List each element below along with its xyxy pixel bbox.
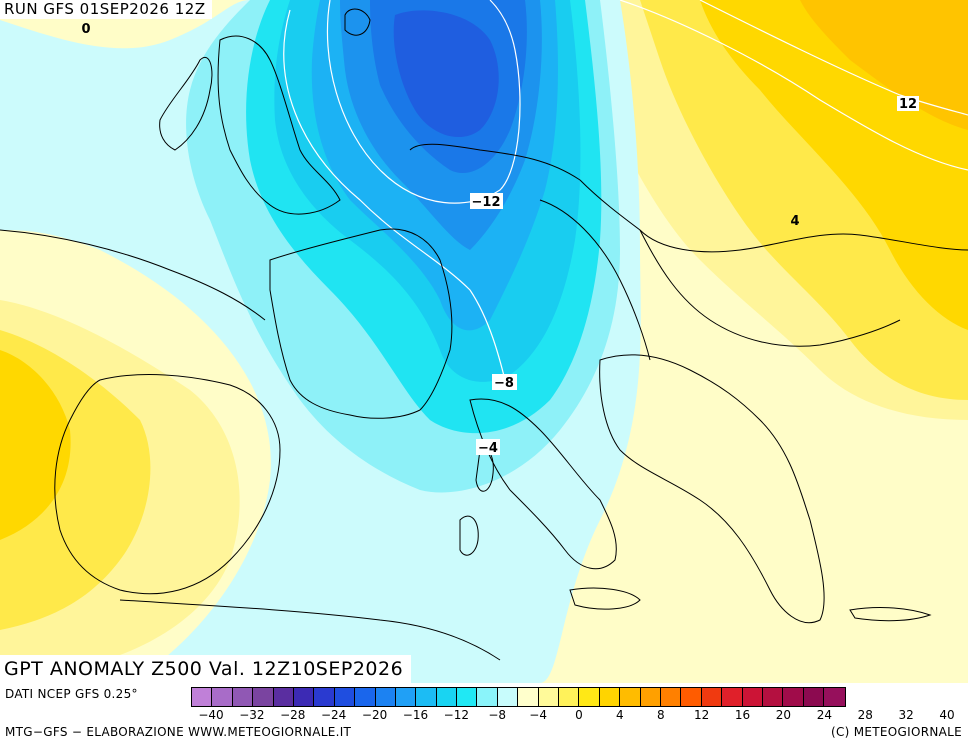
legend-swatch <box>497 688 519 706</box>
contour-label-minus-4: −4 <box>476 439 500 456</box>
svg-text:−4: −4 <box>478 441 498 456</box>
legend-swatch <box>436 688 458 706</box>
legend-tick-label: −8 <box>488 708 507 722</box>
contour-label-minus-8: −8 <box>492 374 517 391</box>
color-scale-legend <box>191 687 846 707</box>
footer: DATI NCEP GFS 0.25° −40 −32 −28 −24 −20 −16 −1… <box>0 683 968 745</box>
legend-swatch <box>375 688 396 706</box>
legend-tick-label: 20 <box>775 708 792 722</box>
run-title: RUN GFS 01SEP2026 12Z <box>0 0 212 19</box>
legend-swatch <box>457 688 478 706</box>
svg-text:−8: −8 <box>494 376 514 391</box>
legend-tick-label: 8 <box>656 708 665 722</box>
legend-swatch <box>334 688 356 706</box>
contour-label-12: 12 <box>897 96 919 112</box>
legend-tick-label: −24 <box>320 708 347 722</box>
svg-text:0: 0 <box>81 22 90 37</box>
legend-swatch <box>762 688 784 706</box>
legend-swatch <box>416 688 437 706</box>
legend-tick-label: 32 <box>898 708 914 722</box>
legend-tick-label: −32 <box>239 708 265 722</box>
legend-tick-labels: −40 −32 −28 −24 −20 −16 −12 −8 −4 0 4 8 12 16 20 24 28 32… <box>191 708 967 722</box>
legend-tick-label: −28 <box>280 708 306 722</box>
legend-swatch <box>620 688 641 706</box>
contour-label-0: 0 <box>81 22 90 37</box>
legend-swatch <box>701 688 723 706</box>
legend-tick-label: −40 <box>198 708 224 722</box>
legend-tick-label: 16 <box>734 708 751 722</box>
legend-tick-label: −20 <box>361 708 388 722</box>
legend-swatch <box>314 688 335 706</box>
legend-swatch <box>640 688 661 706</box>
legend-swatch <box>273 688 294 706</box>
legend-swatch <box>538 688 560 706</box>
svg-text:12: 12 <box>899 97 917 112</box>
legend-swatch <box>681 688 702 706</box>
legend-tick-label: −12 <box>443 708 469 722</box>
legend-swatch <box>722 688 743 706</box>
legend-swatch <box>395 688 417 706</box>
legend-swatch <box>212 688 233 706</box>
data-source: DATI NCEP GFS 0.25° <box>5 687 138 701</box>
legend-swatch <box>293 688 315 706</box>
legend-tick-label: 28 <box>857 708 873 722</box>
svg-text:−12: −12 <box>472 195 501 210</box>
svg-text:4: 4 <box>790 214 799 229</box>
legend-swatch <box>803 688 825 706</box>
anomaly-map: 0 12 −12 4 −8 −4 <box>0 0 968 683</box>
map-title: GPT ANOMALY Z500 Val. 12Z10SEP2026 <box>0 655 412 683</box>
legend-swatch <box>559 688 580 706</box>
legend-tick-label: 0 <box>575 708 583 722</box>
credit-line: MTG−GFS − ELABORAZIONE WWW.METEOGIORNALE… <box>5 725 352 739</box>
legend-swatch <box>355 688 376 706</box>
legend-tick-label: 12 <box>694 708 710 722</box>
legend-tick-label: −16 <box>402 708 429 722</box>
legend-tick-label: 40 <box>939 708 955 722</box>
legend-tick-label: 4 <box>616 708 624 722</box>
legend-swatch <box>192 688 213 706</box>
legend-swatch <box>253 688 274 706</box>
legend-swatch <box>599 688 621 706</box>
legend-swatch <box>742 688 763 706</box>
copyright: (C) METEOGIORNALE <box>830 725 962 739</box>
legend-tick-label: −4 <box>529 708 547 722</box>
legend-swatch <box>824 688 845 706</box>
contour-label-minus-12: −12 <box>470 193 503 210</box>
legend-swatch <box>477 688 498 706</box>
contour-label-4: 4 <box>790 214 799 229</box>
legend-swatch <box>518 688 539 706</box>
legend-swatch <box>783 688 804 706</box>
legend-swatch <box>579 688 600 706</box>
legend-swatch <box>232 688 254 706</box>
legend-tick-label: 24 <box>816 708 832 722</box>
legend-swatch <box>660 688 682 706</box>
